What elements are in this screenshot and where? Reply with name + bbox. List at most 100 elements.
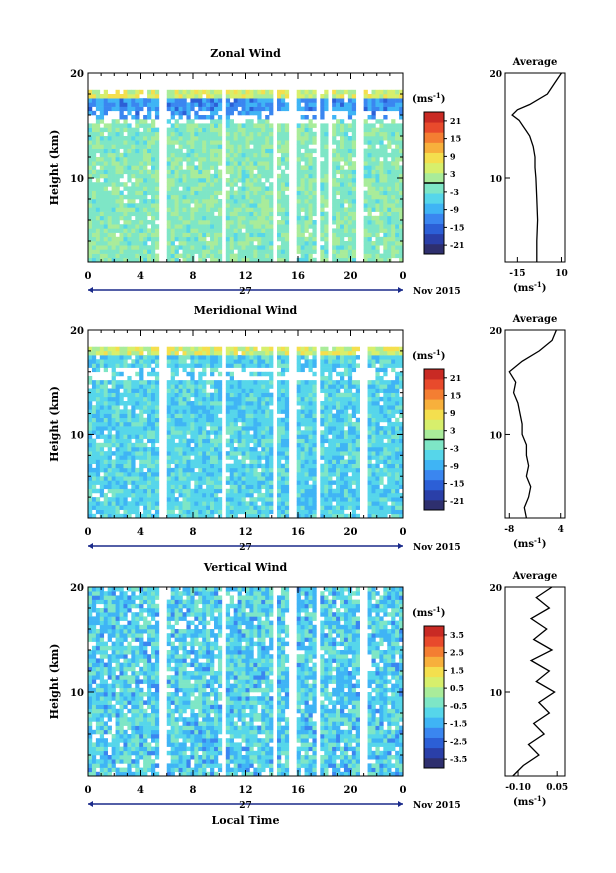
colorbar-segment bbox=[424, 697, 444, 708]
x-tick-label: 12 bbox=[239, 527, 253, 538]
date-axis-arrow bbox=[88, 801, 93, 807]
colorbar-unit: (ms-1) bbox=[412, 91, 445, 105]
panel-title: Vertical Wind bbox=[203, 561, 288, 574]
average-y-tick-label: 20 bbox=[489, 584, 502, 594]
average-x-tick-label: -15 bbox=[509, 269, 525, 279]
colorbar-tick-label: 21 bbox=[450, 373, 461, 383]
colorbar-tick-label: -9 bbox=[450, 461, 459, 471]
date-label: 27 bbox=[239, 287, 252, 297]
y-tick-label: 20 bbox=[70, 69, 84, 80]
y-tick-label: 10 bbox=[70, 688, 84, 699]
panel-2: Meridional Wind 10 20 Height (km) 0 4 8 12 16 20 0… bbox=[48, 304, 566, 553]
average-frame bbox=[504, 586, 566, 777]
x-tick-label: 4 bbox=[137, 527, 144, 538]
y-axis-label: Height (km) bbox=[48, 386, 61, 462]
colorbar-unit: (ms-1) bbox=[412, 348, 445, 362]
colorbar-segment bbox=[424, 379, 444, 390]
x-tick-label: 12 bbox=[239, 785, 253, 796]
colorbar-tick-label: -3 bbox=[450, 187, 459, 197]
x-tick-label: 16 bbox=[291, 271, 305, 282]
x-tick-label: 20 bbox=[344, 785, 358, 796]
colorbar-segment bbox=[424, 757, 444, 769]
average-title: Average bbox=[512, 314, 558, 325]
average-x-tick-label: -0.10 bbox=[505, 783, 531, 793]
average-y-tick-label: 20 bbox=[489, 70, 502, 80]
panel-title: Zonal Wind bbox=[210, 47, 281, 60]
average-x-tick-label: 0.05 bbox=[546, 783, 568, 793]
colorbar-segment bbox=[424, 656, 444, 667]
colorbar-segment bbox=[424, 499, 444, 511]
colorbar-segment bbox=[424, 369, 444, 380]
panel-title: Meridional Wind bbox=[194, 304, 298, 317]
date-axis-arrow bbox=[88, 543, 93, 549]
x-tick-label: 8 bbox=[190, 271, 197, 282]
colorbar-segment bbox=[424, 389, 444, 400]
average-y-tick-label: 10 bbox=[489, 175, 502, 185]
average-frame bbox=[504, 72, 566, 263]
colorbar-tick-label: -0.5 bbox=[450, 701, 467, 711]
x-tick-label: 16 bbox=[291, 785, 305, 796]
colorbar-tick-label: -3 bbox=[450, 443, 459, 453]
colorbar-tick-label: -2.5 bbox=[450, 736, 467, 746]
colorbar-segment bbox=[424, 183, 444, 194]
colorbar-tick-label: 15 bbox=[450, 134, 461, 144]
x-tick-label: 16 bbox=[291, 527, 305, 538]
colorbar-segment bbox=[424, 429, 444, 440]
heatmap-cells bbox=[88, 89, 404, 263]
x-tick-label: 0 bbox=[85, 271, 92, 282]
y-tick-label: 10 bbox=[70, 430, 84, 441]
date-label: 27 bbox=[239, 801, 252, 811]
y-tick-label: 20 bbox=[70, 583, 84, 594]
colorbar-tick-label: 1.5 bbox=[450, 665, 464, 675]
colorbar-segment bbox=[424, 193, 444, 204]
colorbar-segment bbox=[424, 399, 444, 410]
colorbar-tick-label: -3.5 bbox=[450, 754, 467, 764]
colorbar-segment bbox=[424, 162, 444, 174]
colorbar-tick-label: -15 bbox=[450, 479, 464, 489]
x-tick-label: 20 bbox=[344, 527, 358, 538]
colorbar-tick-label: -21 bbox=[450, 496, 464, 506]
x-tick-label: 20 bbox=[344, 271, 358, 282]
colorbar-segment bbox=[424, 152, 444, 164]
colorbar-segment bbox=[424, 233, 444, 245]
y-axis-label: Height (km) bbox=[48, 130, 61, 206]
colorbar-segment bbox=[424, 449, 444, 461]
average-x-label: (ms-1) bbox=[513, 280, 546, 294]
y-tick-label: 10 bbox=[70, 174, 84, 185]
colorbar-tick-label: 3.5 bbox=[450, 630, 464, 640]
date-axis-arrow bbox=[398, 287, 403, 293]
colorbar-segment bbox=[424, 469, 444, 481]
x-tick-label: 12 bbox=[239, 271, 253, 282]
colorbar-segment bbox=[424, 636, 444, 647]
y-axis-label: Height (km) bbox=[48, 644, 61, 720]
colorbar-segment bbox=[424, 122, 444, 133]
colorbar-segment bbox=[424, 676, 444, 688]
average-y-tick-label: 10 bbox=[489, 689, 502, 699]
colorbar-segment bbox=[424, 213, 444, 224]
colorbar-tick-label: 3 bbox=[450, 169, 456, 179]
date-axis-arrow bbox=[88, 287, 93, 293]
colorbar-tick-label: 15 bbox=[450, 390, 461, 400]
month-label: Nov 2015 bbox=[413, 287, 461, 297]
x-tick-label: 0 bbox=[400, 527, 407, 538]
colorbar-segment bbox=[424, 419, 444, 430]
colorbar-segment bbox=[424, 132, 444, 143]
colorbar-segment bbox=[424, 737, 444, 749]
colorbar-segment bbox=[424, 439, 444, 450]
colorbar-frame bbox=[423, 625, 445, 769]
date-axis-arrow bbox=[398, 801, 403, 807]
x-tick-label: 0 bbox=[85, 527, 92, 538]
colorbar-tick-label: 0.5 bbox=[450, 683, 464, 693]
average-x-tick-label: 10 bbox=[555, 269, 568, 279]
x-tick-label: 4 bbox=[137, 271, 144, 282]
average-frame bbox=[504, 329, 566, 519]
heatmap-cells bbox=[88, 587, 404, 777]
colorbar-segment bbox=[424, 142, 444, 153]
colorbar-segment bbox=[424, 747, 444, 759]
average-title: Average bbox=[512, 57, 558, 68]
colorbar-tick-label: 2.5 bbox=[450, 648, 464, 658]
colorbar-segment bbox=[424, 203, 444, 214]
colorbar-segment bbox=[424, 626, 444, 637]
y-tick-label: 20 bbox=[70, 326, 84, 337]
colorbar-tick-label: 3 bbox=[450, 426, 456, 436]
